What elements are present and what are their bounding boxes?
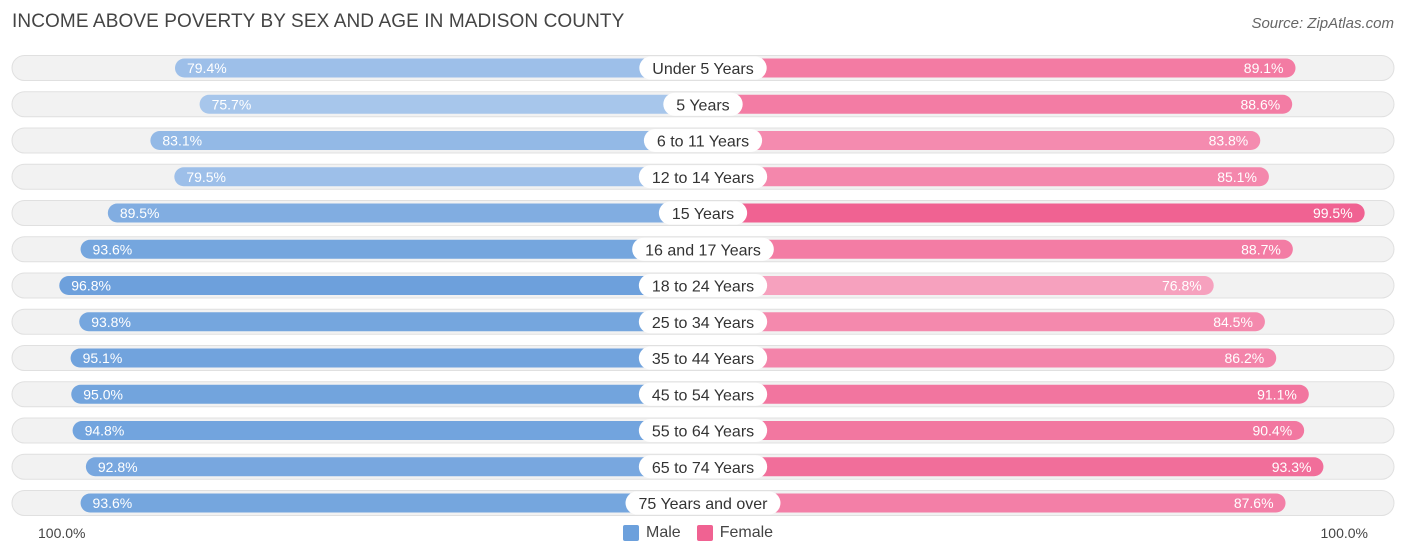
bar-female <box>703 94 1293 114</box>
bar-female <box>703 58 1296 78</box>
bar-male <box>199 94 703 114</box>
value-label-female: 91.1% <box>1257 386 1297 402</box>
value-label-male: 79.5% <box>186 169 226 185</box>
category-label: 5 Years <box>676 97 729 114</box>
axis-right-label: 100.0% <box>1320 525 1368 541</box>
category-pill <box>638 346 768 370</box>
category-label: 15 Years <box>672 206 734 223</box>
category-label: 25 to 34 Years <box>652 315 754 332</box>
category-label: 55 to 64 Years <box>652 424 754 441</box>
bar-male <box>79 312 704 332</box>
bar-female <box>703 421 1305 440</box>
value-label-female: 85.1% <box>1217 169 1257 185</box>
value-label-female: 84.5% <box>1213 314 1253 330</box>
bar-male <box>85 457 703 477</box>
value-label-male: 92.8% <box>98 459 138 475</box>
legend-swatch-female <box>696 525 713 541</box>
category-pill <box>639 56 767 80</box>
category-label: 35 to 44 Years <box>652 351 754 368</box>
bar-female <box>703 239 1293 259</box>
axis-left-label: 100.0% <box>38 525 86 541</box>
category-pill <box>638 274 768 297</box>
legend-item-female[interactable]: Female <box>696 524 774 542</box>
bar-female <box>703 348 1277 368</box>
category-label: 6 to 11 Years <box>657 134 749 151</box>
value-label-male: 79.4% <box>187 60 227 76</box>
value-label-male: 75.7% <box>212 96 252 112</box>
bar-female <box>703 493 1286 513</box>
category-pill <box>625 491 781 515</box>
value-label-male: 83.1% <box>162 133 202 149</box>
value-label-female: 86.2% <box>1225 350 1265 366</box>
value-label-female: 99.5% <box>1313 205 1353 221</box>
value-label-male: 89.5% <box>120 205 160 221</box>
value-label-male: 94.8% <box>85 423 125 439</box>
value-label-female: 88.6% <box>1240 96 1280 112</box>
category-pill <box>638 382 768 406</box>
category-pill <box>632 237 774 261</box>
category-pill <box>643 129 763 152</box>
category-label: 45 to 54 Years <box>652 387 754 404</box>
category-label: 18 to 24 Years <box>652 279 754 296</box>
value-label-male: 93.8% <box>91 314 131 330</box>
category-label: 75 Years and over <box>639 496 769 513</box>
bar-male <box>174 58 704 78</box>
value-label-female: 76.8% <box>1162 278 1202 294</box>
chart-title: INCOME ABOVE POVERTY BY SEX AND AGE IN M… <box>12 11 625 32</box>
bar-female <box>703 203 1365 223</box>
category-label: Under 5 Years <box>652 61 753 78</box>
bar-female <box>703 167 1269 187</box>
legend-swatch-male <box>623 525 639 541</box>
chart-source: Source: ZipAtlas.com <box>1251 15 1394 32</box>
value-label-male: 96.8% <box>71 278 111 294</box>
bar-male <box>107 203 703 223</box>
value-label-female: 89.1% <box>1244 60 1284 76</box>
category-pill <box>658 201 748 225</box>
bar-male <box>174 167 703 187</box>
bar-male <box>71 384 703 404</box>
bar-female <box>703 131 1261 150</box>
bar-male <box>72 421 703 440</box>
bar-female <box>703 276 1214 295</box>
legend-label-male: Male <box>646 524 681 541</box>
bar-female <box>703 384 1309 404</box>
value-label-male: 93.6% <box>93 495 133 511</box>
category-label: 65 to 74 Years <box>652 460 754 477</box>
legend-item-male[interactable]: Male <box>623 524 681 542</box>
bar-male <box>80 493 703 513</box>
bar-female <box>703 457 1324 477</box>
value-label-female: 90.4% <box>1252 423 1292 439</box>
value-label-male: 95.0% <box>83 386 123 402</box>
category-label: 12 to 14 Years <box>652 170 754 187</box>
bar-male <box>80 239 703 259</box>
value-label-female: 88.7% <box>1241 241 1281 257</box>
category-pill <box>663 92 743 116</box>
value-label-female: 83.8% <box>1209 133 1249 149</box>
value-label-female: 93.3% <box>1272 459 1312 475</box>
category-pill <box>638 165 768 189</box>
bar-female <box>703 312 1265 332</box>
category-pill <box>638 310 768 334</box>
bar-male <box>70 348 703 368</box>
value-label-female: 87.6% <box>1234 495 1274 511</box>
value-label-male: 93.6% <box>93 241 133 257</box>
legend: Male Female <box>623 524 789 542</box>
category-pill <box>638 455 768 479</box>
value-label-male: 95.1% <box>83 350 123 366</box>
category-pill <box>638 419 768 442</box>
legend-label-female: Female <box>719 524 774 541</box>
category-label: 16 and 17 Years <box>645 242 761 259</box>
bar-male <box>150 131 703 150</box>
bar-male <box>59 276 703 295</box>
